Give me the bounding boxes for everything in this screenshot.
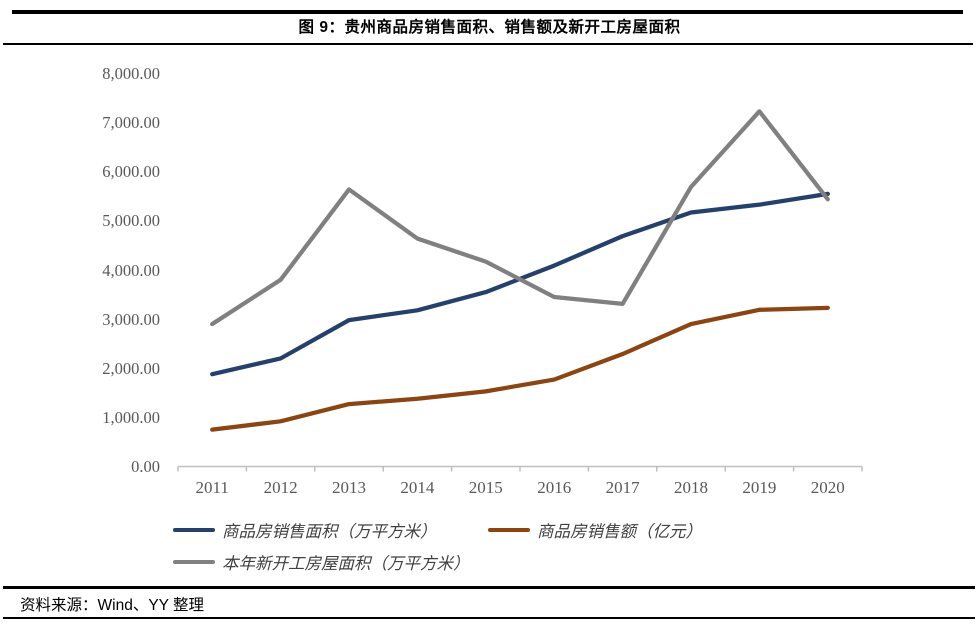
- legend-swatch-new-starts: [173, 559, 215, 565]
- y-axis-tick-label: 7,000.00: [102, 113, 160, 133]
- header-top-bar: [12, 10, 963, 14]
- legend-item-sales-area[interactable]: 商品房销售面积（万平方米）: [173, 521, 437, 541]
- x-axis-tick-label: 2016: [537, 478, 572, 497]
- series-line-1: [210, 305, 830, 432]
- x-axis-tick-label: 2013: [332, 478, 366, 497]
- legend-swatch-sales-area: [173, 527, 215, 533]
- x-axis-tick-label: 2011: [195, 478, 229, 497]
- legend-item-new-starts[interactable]: 本年新开工房屋面积（万平方米）: [173, 553, 470, 573]
- footer-top-rule: [3, 586, 975, 589]
- series-line-2: [210, 109, 830, 327]
- legend-label-sales-value: 商品房销售额（亿元）: [537, 522, 702, 541]
- footer-bottom-rule: [3, 617, 975, 619]
- chart-title: 图 9：贵州商品房销售面积、销售额及新开工房屋面积: [298, 19, 681, 36]
- x-axis-tick-label: 2019: [742, 478, 777, 497]
- x-axis-tick-label: 2017: [605, 478, 640, 497]
- y-axis-tick-label: 1,000.00: [102, 407, 160, 427]
- x-axis-tick-label: 2018: [674, 478, 708, 497]
- y-axis-tick-label: 0.00: [131, 457, 160, 476]
- x-axis-tick-label: 2020: [810, 478, 845, 497]
- source-note: 资料来源：Wind、YY 整理: [20, 597, 205, 614]
- legend-item-sales-value[interactable]: 商品房销售额（亿元）: [488, 521, 702, 541]
- x-axis-tick-label: 2012: [263, 478, 298, 497]
- x-axis-tick-label: 2014: [400, 478, 435, 497]
- series-line-0: [210, 191, 830, 377]
- y-axis-tick-label: 5,000.00: [102, 211, 160, 231]
- y-axis-tick-label: 3,000.00: [102, 309, 160, 329]
- legend-label-new-starts: 本年新开工房屋面积（万平方米）: [222, 554, 470, 573]
- legend-label-sales-area: 商品房销售面积（万平方米）: [222, 522, 437, 541]
- header-bottom-rule: [3, 43, 973, 45]
- x-axis-tick-label: 2015: [468, 478, 503, 497]
- y-axis-tick-label: 4,000.00: [102, 260, 160, 280]
- y-axis-tick-label: 2,000.00: [102, 358, 160, 378]
- y-axis-tick-label: 6,000.00: [102, 162, 160, 182]
- legend-swatch-sales-value: [488, 527, 530, 533]
- y-axis-tick-label: 8,000.00: [102, 64, 160, 83]
